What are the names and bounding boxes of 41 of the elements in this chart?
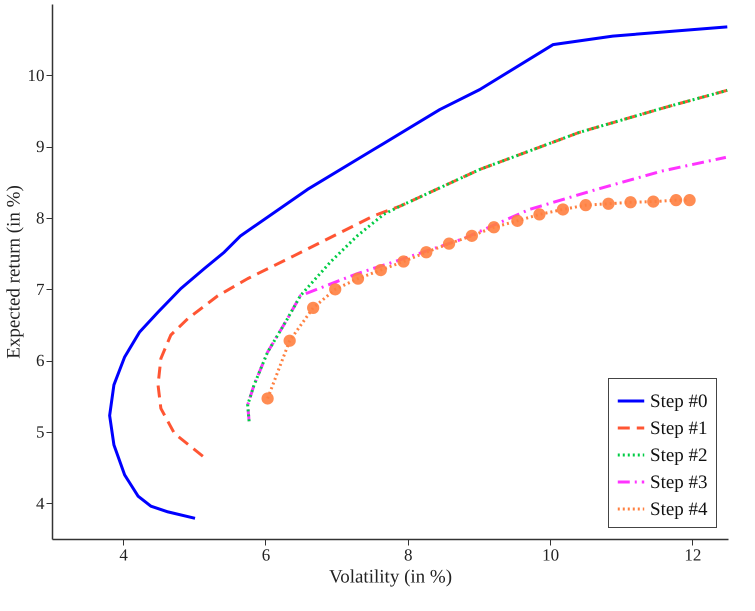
point [352, 272, 364, 285]
point [466, 230, 478, 242]
x-tick-label: 10 [542, 546, 560, 564]
point [602, 198, 615, 210]
point [442, 238, 456, 250]
point [511, 214, 524, 227]
legend-label: Step #1 [650, 418, 708, 439]
point [307, 302, 320, 314]
point [624, 196, 637, 208]
point [556, 203, 570, 216]
point [261, 392, 274, 405]
y-tick-label: 9 [36, 137, 44, 156]
y-tick-label: 6 [36, 351, 44, 370]
point [533, 208, 546, 221]
y-tick-label: 7 [36, 280, 45, 299]
line-series [108, 25, 728, 520]
legend-label: Step #3 [650, 472, 708, 493]
point [420, 246, 432, 258]
point [374, 264, 387, 276]
y-axis-title: Expected return (in %) [4, 185, 24, 359]
x-tick-label: 12 [684, 546, 702, 564]
line-series [246, 88, 728, 423]
y-tick-label: 8 [36, 208, 44, 228]
legend-label: Step #0 [650, 391, 708, 412]
legend-label: Step #4 [650, 499, 708, 520]
legend-label: Step #2 [650, 445, 708, 466]
point [284, 334, 296, 347]
point [647, 195, 660, 208]
x-tick-label: 4 [119, 546, 128, 564]
x-tick-label: 6 [262, 546, 270, 564]
point [670, 194, 682, 206]
point [488, 221, 500, 234]
point [329, 283, 342, 296]
x-tick-label: 8 [404, 546, 413, 564]
point [580, 199, 592, 212]
y-tick-label: 10 [28, 66, 44, 85]
x-axis-title: Volatility (in %) [328, 566, 452, 588]
y-tick-label: 4 [36, 494, 45, 513]
point [683, 194, 696, 206]
y-tick-label: 5 [36, 422, 44, 442]
point [397, 255, 410, 268]
